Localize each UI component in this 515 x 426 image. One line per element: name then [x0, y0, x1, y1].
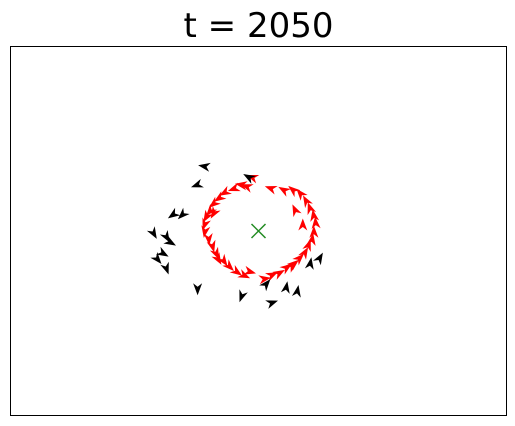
black-arrow-marker	[265, 300, 278, 309]
red-arrow-marker	[227, 182, 241, 192]
red-arrow-marker	[235, 181, 248, 191]
red-arrow-marker	[209, 246, 219, 260]
red-arrow-marker	[306, 233, 316, 246]
red-arrow-marker	[278, 186, 291, 197]
red-arrow-marker	[237, 269, 251, 279]
black-arrow-marker	[163, 235, 176, 246]
black-arrow-marker	[177, 207, 190, 220]
red-arrow-marker	[292, 204, 302, 218]
red-arrow-marker	[210, 206, 221, 219]
black-arrow-marker	[167, 207, 181, 219]
black-arrow-marker	[146, 226, 157, 239]
black-arrow-marker	[156, 246, 169, 257]
target-x-marker	[250, 223, 267, 239]
red-arrow-marker	[292, 253, 304, 266]
red-arrow-marker	[311, 216, 321, 229]
red-arrow-marker	[264, 186, 278, 195]
black-arrow-marker	[150, 252, 162, 264]
red-arrow-marker	[296, 188, 308, 201]
black-arrow-marker	[160, 261, 169, 275]
black-arrow-marker	[313, 252, 323, 266]
plot-marks	[146, 162, 323, 309]
red-arrow-marker	[211, 252, 222, 265]
red-arrow-marker	[202, 217, 211, 231]
red-arrow-marker	[214, 191, 227, 202]
black-arrow-marker	[198, 162, 211, 172]
black-arrow-marker	[193, 283, 203, 296]
black-arrow-marker	[304, 257, 314, 270]
red-arrow-marker	[229, 265, 243, 276]
red-arrow-marker	[285, 261, 298, 273]
red-arrow-marker	[203, 233, 213, 246]
red-arrow-marker	[265, 272, 278, 282]
red-arrow-marker	[288, 185, 301, 198]
plot-frame	[10, 46, 507, 416]
red-arrow-marker	[243, 265, 256, 275]
black-arrow-marker	[239, 289, 248, 303]
red-arrow-marker	[307, 202, 317, 216]
red-arrow-marker	[258, 275, 271, 285]
red-arrow-marker	[298, 218, 308, 231]
red-arrow-marker	[309, 225, 319, 238]
red-arrow-marker	[201, 225, 211, 238]
red-arrow-marker	[298, 247, 309, 260]
red-arrow-marker	[272, 269, 285, 280]
black-arrow-marker	[243, 174, 256, 184]
black-arrow-marker	[291, 285, 301, 298]
red-arrow-marker	[222, 259, 234, 271]
red-arrow-marker	[219, 185, 232, 196]
black-arrow-marker	[280, 281, 290, 294]
red-arrow-marker	[310, 209, 320, 222]
black-arrow-marker	[259, 279, 271, 292]
red-arrow-marker	[240, 184, 254, 193]
red-arrow-marker	[206, 204, 218, 217]
red-arrow-marker	[203, 209, 214, 223]
chart-title: t = 2050	[183, 6, 334, 46]
black-arrow-marker	[159, 230, 170, 243]
red-arrow-marker	[303, 195, 313, 209]
black-arrow-marker	[191, 178, 204, 188]
red-arrow-marker	[216, 253, 228, 267]
red-arrow-marker	[206, 239, 216, 253]
red-arrow-marker	[208, 196, 221, 208]
